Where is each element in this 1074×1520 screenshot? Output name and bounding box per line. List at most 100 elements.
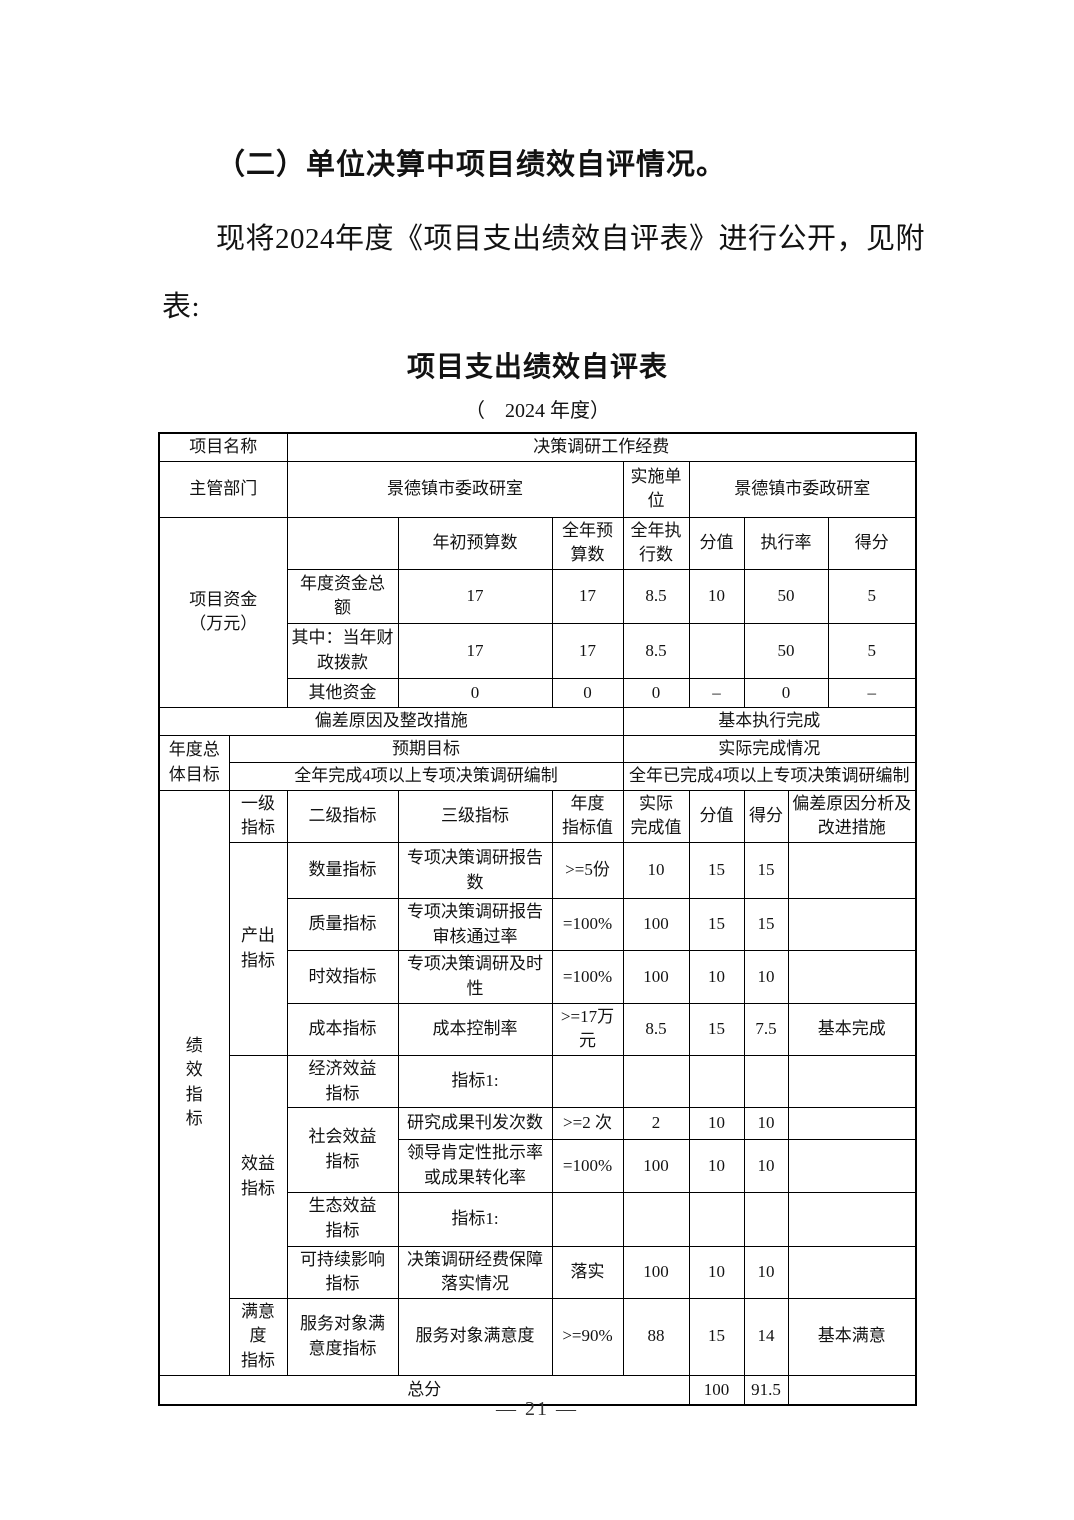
perf-got: 7.5	[743, 1002, 789, 1056]
perf-dev	[787, 1054, 917, 1109]
perf-score: 15	[688, 1002, 745, 1056]
perf-actual: 10	[622, 842, 690, 900]
perf-dev: 基本满意	[787, 1297, 917, 1376]
perf-l2: 时效指标	[286, 950, 399, 1004]
funds-cell: 17	[551, 622, 624, 679]
perf-dev	[787, 1191, 917, 1247]
section-heading: （二）单位决算中项目绩效自评情况。	[216, 149, 727, 181]
perf-actual: 100	[622, 1245, 690, 1299]
perf-l2: 生态效益 指标	[286, 1191, 399, 1247]
funds-cell: –	[688, 677, 745, 708]
table-subtitle: （ 2024 年度）	[465, 400, 610, 422]
funds-header-score: 分值	[688, 516, 745, 570]
perf-actual	[622, 1054, 690, 1109]
perf-l3: 领导肯定性批示率 或成果转化率	[397, 1139, 553, 1193]
expected-goal-value: 全年完成4项以上专项决策调研编制	[228, 762, 624, 791]
funds-cell: 0	[551, 677, 624, 708]
perf-actual: 88	[622, 1297, 690, 1376]
actual-goal-header: 实际完成情况	[622, 734, 917, 764]
paragraph-line-2: 表:	[162, 291, 201, 323]
perf-target: >=17万 元	[551, 1002, 624, 1056]
perf-actual: 8.5	[622, 1002, 690, 1056]
department-value: 景德镇市委政研室	[286, 460, 624, 518]
funds-cell: 50	[743, 622, 829, 679]
perf-score: 10	[688, 1245, 745, 1299]
expected-goal-header: 预期目标	[228, 734, 624, 764]
actual-goal-value: 全年已完成4项以上专项决策调研编制	[622, 762, 917, 791]
perf-score: 10	[688, 950, 745, 1004]
self-evaluation-table: 项目名称 决策调研工作经费 主管部门 景德镇市委政研室 实施单 位 景德镇市委政…	[158, 432, 917, 1407]
perf-header-deviation: 偏差原因分析及 改进措施	[787, 789, 917, 844]
perf-got: 10	[743, 950, 789, 1004]
funds-cell: 50	[743, 568, 829, 624]
perf-l3: 研究成果刊发次数	[397, 1107, 553, 1141]
perf-header-l2: 二级指标	[286, 789, 399, 844]
perf-got: 15	[743, 898, 789, 952]
perf-l2: 社会效益 指标	[286, 1107, 399, 1193]
funds-label: 项目资金 （万元）	[158, 516, 288, 708]
project-name-label: 项目名称	[158, 432, 288, 462]
funds-cell: 17	[397, 568, 553, 624]
perf-l3: 专项决策调研报告 数	[397, 842, 553, 900]
perf-target: =100%	[551, 898, 624, 952]
perf-dev	[787, 950, 917, 1004]
document-content: （二）单位决算中项目绩效自评情况。 现将2024年度《项目支出绩效自评表》进行公…	[158, 0, 926, 1407]
funds-cell: 8.5	[622, 622, 690, 679]
perf-actual: 100	[622, 898, 690, 952]
perf-header-actual: 实际 完成值	[622, 789, 690, 844]
perf-score	[688, 1191, 745, 1247]
perf-l3: 指标1:	[397, 1054, 553, 1109]
perf-l3: 指标1:	[397, 1191, 553, 1247]
funds-cell: 5	[827, 622, 917, 679]
funds-header-exec-rate: 执行率	[743, 516, 829, 570]
perf-l3: 服务对象满意度	[397, 1297, 553, 1376]
funds-blank-header	[286, 516, 399, 570]
perf-score: 15	[688, 1297, 745, 1376]
funds-row-label: 其中：当年财 政拨款	[286, 622, 399, 679]
perf-score: 10	[688, 1107, 745, 1141]
perf-header-got: 得分	[743, 789, 789, 844]
table-title: 项目支出绩效自评表	[406, 352, 668, 383]
funds-cell: 0	[397, 677, 553, 708]
perf-target: >=2 次	[551, 1107, 624, 1141]
paragraph-line-1: 现将2024年度《项目支出绩效自评表》进行公开，见附	[216, 223, 926, 255]
funds-header-got: 得分	[827, 516, 917, 570]
perf-got: 10	[743, 1139, 789, 1193]
funds-cell: 10	[688, 568, 745, 624]
perf-actual	[622, 1191, 690, 1247]
perf-got: 14	[743, 1297, 789, 1376]
perf-got: 10	[743, 1107, 789, 1141]
project-name-value: 决策调研工作经费	[286, 432, 917, 462]
perf-l3: 专项决策调研报告 审核通过率	[397, 898, 553, 952]
funds-cell	[688, 622, 745, 679]
perf-got	[743, 1054, 789, 1109]
funds-cell: 8.5	[622, 568, 690, 624]
total-dev-blank	[787, 1374, 917, 1406]
department-label: 主管部门	[158, 460, 288, 518]
perf-l2: 服务对象满 意度指标	[286, 1297, 399, 1376]
perf-actual: 100	[622, 1139, 690, 1193]
perf-section-label: 绩 效 指 标	[158, 789, 230, 1376]
perf-target: >=90%	[551, 1297, 624, 1376]
deviation-value: 基本执行完成	[622, 706, 917, 736]
deviation-label: 偏差原因及整改措施	[158, 706, 624, 736]
perf-target	[551, 1054, 624, 1109]
perf-dev	[787, 1245, 917, 1299]
perf-l2: 经济效益 指标	[286, 1054, 399, 1109]
perf-group-satisfaction: 满意 度 指标	[228, 1297, 288, 1376]
perf-target: >=5份	[551, 842, 624, 900]
perf-l2: 可持续影响 指标	[286, 1245, 399, 1299]
funds-header-initial-budget: 年初预算数	[397, 516, 553, 570]
perf-target: =100%	[551, 950, 624, 1004]
perf-target	[551, 1191, 624, 1247]
perf-l3: 决策调研经费保障 落实情况	[397, 1245, 553, 1299]
funds-cell: 0	[743, 677, 829, 708]
perf-l2: 数量指标	[286, 842, 399, 900]
perf-dev	[787, 1139, 917, 1193]
funds-cell: –	[827, 677, 917, 708]
perf-dev	[787, 1107, 917, 1141]
funds-cell: 17	[397, 622, 553, 679]
funds-row-label: 其他资金	[286, 677, 399, 708]
perf-got	[743, 1191, 789, 1247]
